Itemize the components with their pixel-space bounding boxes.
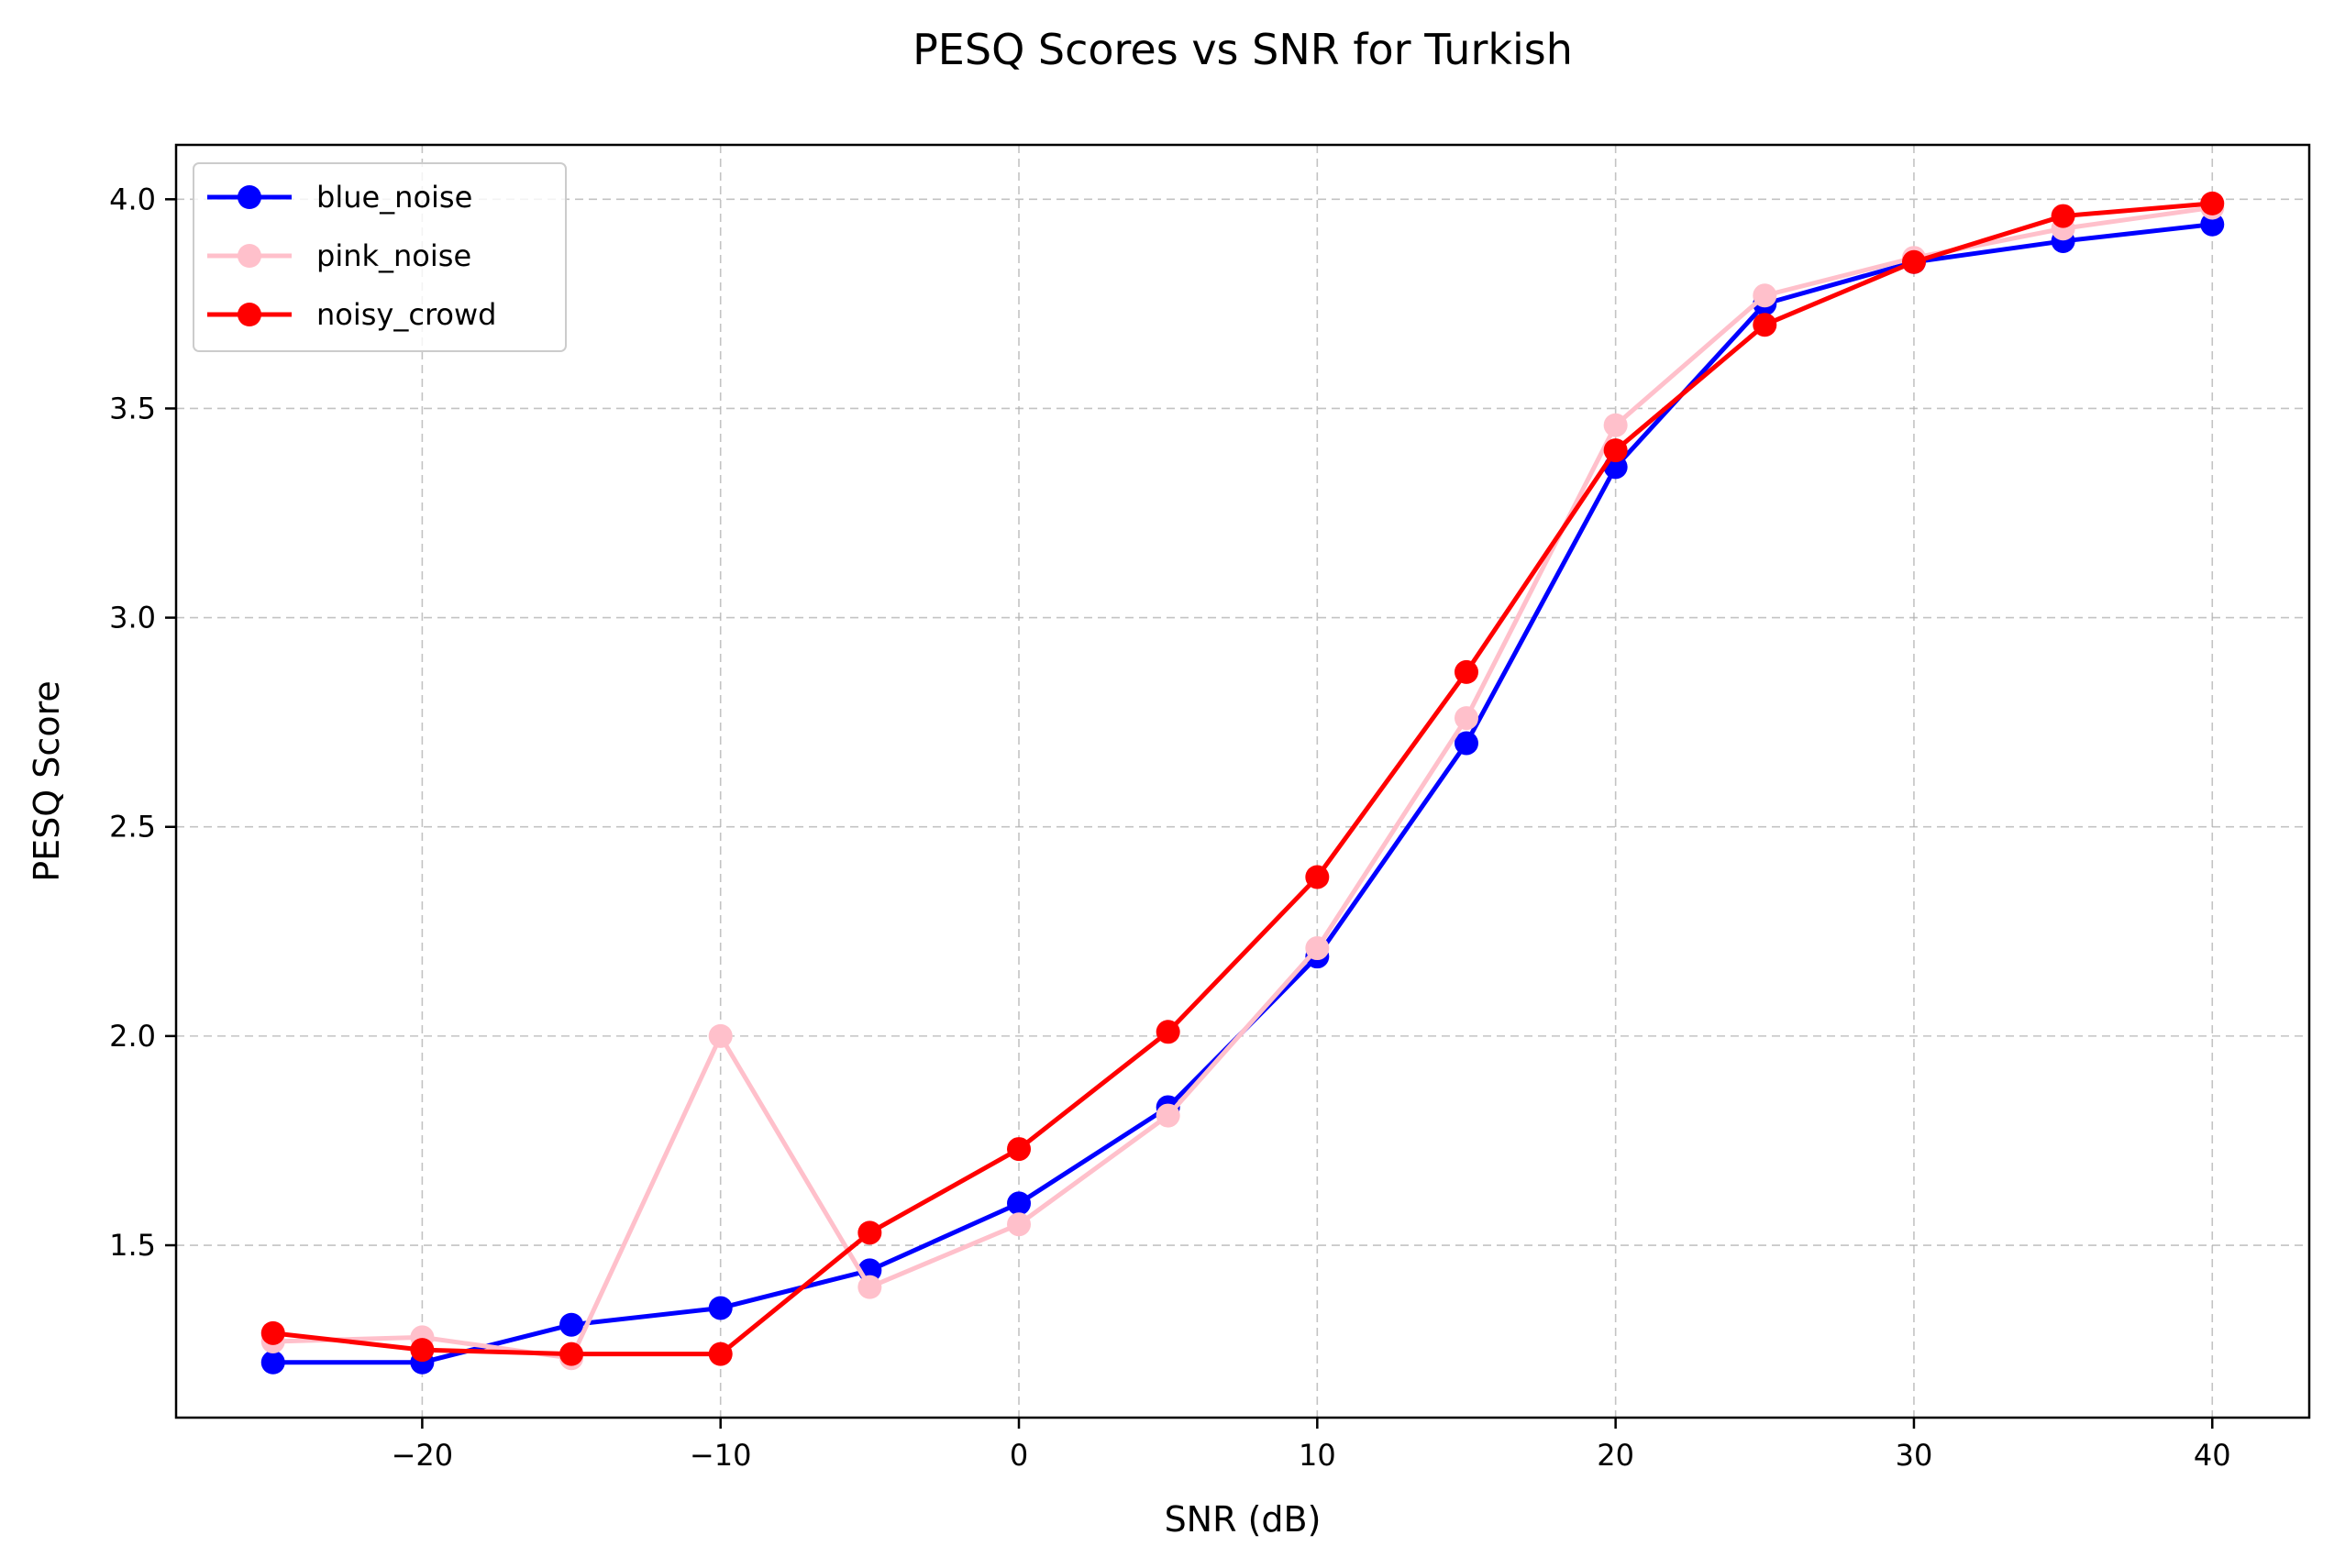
data-point-pink_noise [1007, 1212, 1032, 1237]
y-axis-label: PESQ Score [27, 680, 67, 881]
data-point-noisy_crowd [1007, 1137, 1032, 1162]
data-point-noisy_crowd [857, 1220, 882, 1245]
y-tick-label: 1.5 [109, 1228, 156, 1263]
legend-label: pink_noise [316, 238, 471, 273]
legend-item-blue_noise[interactable]: blue_noise [207, 180, 472, 215]
y-tick-label: 2.5 [109, 810, 156, 845]
data-point-blue_noise [2200, 212, 2225, 237]
data-point-noisy_crowd [708, 1342, 733, 1366]
data-point-noisy_crowd [410, 1338, 435, 1363]
data-point-noisy_crowd [260, 1320, 285, 1345]
legend-swatch-marker [238, 244, 261, 268]
x-tick-label: 20 [1597, 1438, 1634, 1473]
ticks: −20 −10 0 10 20 30 40 1.5 2.0 2.5 3.0 3.5 4.0 [109, 182, 2231, 1473]
x-tick-label: 40 [2194, 1438, 2231, 1473]
data-point-noisy_crowd [1753, 313, 1777, 337]
data-point-blue_noise [708, 1296, 733, 1320]
data-point-noisy_crowd [1454, 659, 1478, 684]
chart-title: PESQ Scores vs SNR for Turkish [913, 25, 1573, 74]
data-point-noisy_crowd [2051, 204, 2075, 228]
legend-label: blue_noise [316, 180, 472, 215]
grid [176, 145, 2309, 1418]
data-point-noisy_crowd [1305, 865, 1330, 889]
data-point-noisy_crowd [559, 1342, 584, 1366]
series-line-pink_noise [271, 204, 2215, 1361]
data-point-pink_noise [1305, 936, 1330, 961]
x-tick-label: 30 [1896, 1438, 1933, 1473]
x-tick-label: 10 [1299, 1438, 1336, 1473]
y-tick-label: 2.0 [109, 1019, 156, 1054]
legend-box [193, 162, 567, 352]
data-point-blue_noise [1454, 731, 1478, 756]
legend-item-pink_noise[interactable]: pink_noise [207, 238, 471, 273]
data-point-pink_noise [857, 1275, 882, 1299]
data-point-noisy_crowd [1901, 249, 1926, 274]
data-point-pink_noise [1753, 283, 1777, 308]
x-tick-label: 0 [1010, 1438, 1028, 1473]
y-tick-label: 3.0 [109, 601, 156, 635]
data-point-blue_noise [260, 1350, 285, 1375]
series-line-noisy_crowd [271, 201, 2215, 1357]
legend-label: noisy_crowd [316, 297, 496, 332]
data-point-pink_noise [1156, 1103, 1180, 1128]
data-point-noisy_crowd [1156, 1020, 1180, 1044]
legend-swatch-marker [238, 185, 261, 209]
data-point-blue_noise [559, 1312, 584, 1337]
y-tick-label: 3.5 [109, 391, 156, 425]
series-noisy_crowd [260, 191, 2225, 1366]
data-point-noisy_crowd [2200, 191, 2225, 215]
legend-item-noisy_crowd[interactable]: noisy_crowd [207, 297, 496, 332]
y-tick-label: 4.0 [109, 182, 156, 216]
data-point-noisy_crowd [1603, 438, 1628, 463]
data-point-pink_noise [1454, 706, 1478, 731]
x-tick-label: −20 [392, 1438, 454, 1473]
data-point-blue_noise [1007, 1191, 1032, 1216]
series-layer [260, 191, 2225, 1375]
x-axis-label: SNR (dB) [1165, 1499, 1322, 1540]
x-tick-label: −10 [690, 1438, 752, 1473]
plot-area-frame [174, 143, 2311, 1419]
legend[interactable]: blue_noise pink_noise noisy_crowd [193, 162, 567, 352]
data-point-pink_noise [708, 1023, 733, 1048]
legend-swatch-marker [238, 303, 261, 326]
data-point-pink_noise [1603, 413, 1628, 437]
